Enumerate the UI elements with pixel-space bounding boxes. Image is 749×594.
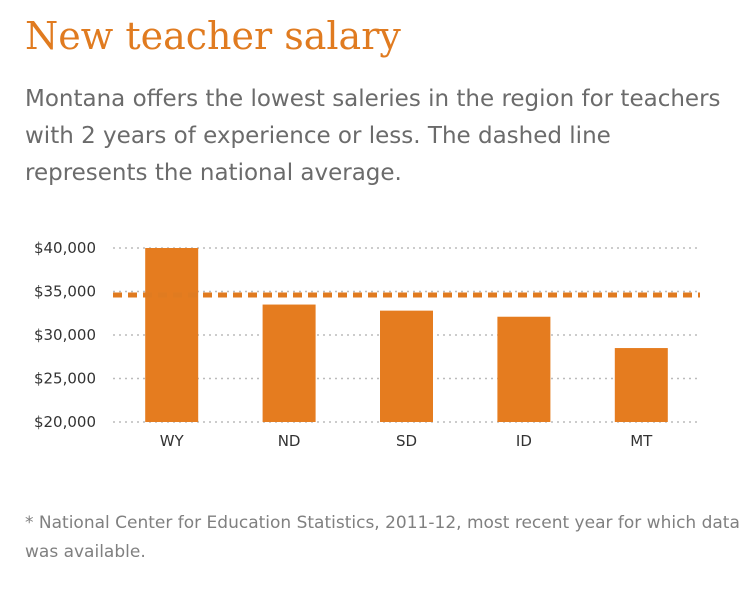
y-tick-label: $30,000 bbox=[34, 326, 96, 344]
source-footnote: * National Center for Education Statisti… bbox=[25, 513, 740, 562]
bar-chart: $20,000 $25,000 $30,000 $35,000 $40,000 WY ND S… bbox=[34, 239, 700, 450]
y-tick-label: $20,000 bbox=[34, 413, 96, 431]
x-tick-label: ID bbox=[516, 432, 532, 450]
y-tick-label: $40,000 bbox=[34, 239, 96, 257]
bar bbox=[262, 304, 316, 422]
x-tick-label: WY bbox=[160, 432, 185, 450]
y-tick-label: $25,000 bbox=[34, 370, 96, 388]
x-tick-label: SD bbox=[396, 432, 417, 450]
y-tick-label: $35,000 bbox=[34, 283, 96, 301]
chart-subtitle: Montana offers the lowest saleries in th… bbox=[25, 86, 721, 186]
bar bbox=[145, 248, 199, 422]
chart-title: New teacher salary bbox=[25, 14, 401, 58]
bar bbox=[614, 348, 668, 422]
x-tick-label: MT bbox=[630, 432, 653, 450]
x-tick-label: ND bbox=[278, 432, 301, 450]
bar bbox=[380, 310, 433, 422]
bar bbox=[497, 316, 551, 422]
